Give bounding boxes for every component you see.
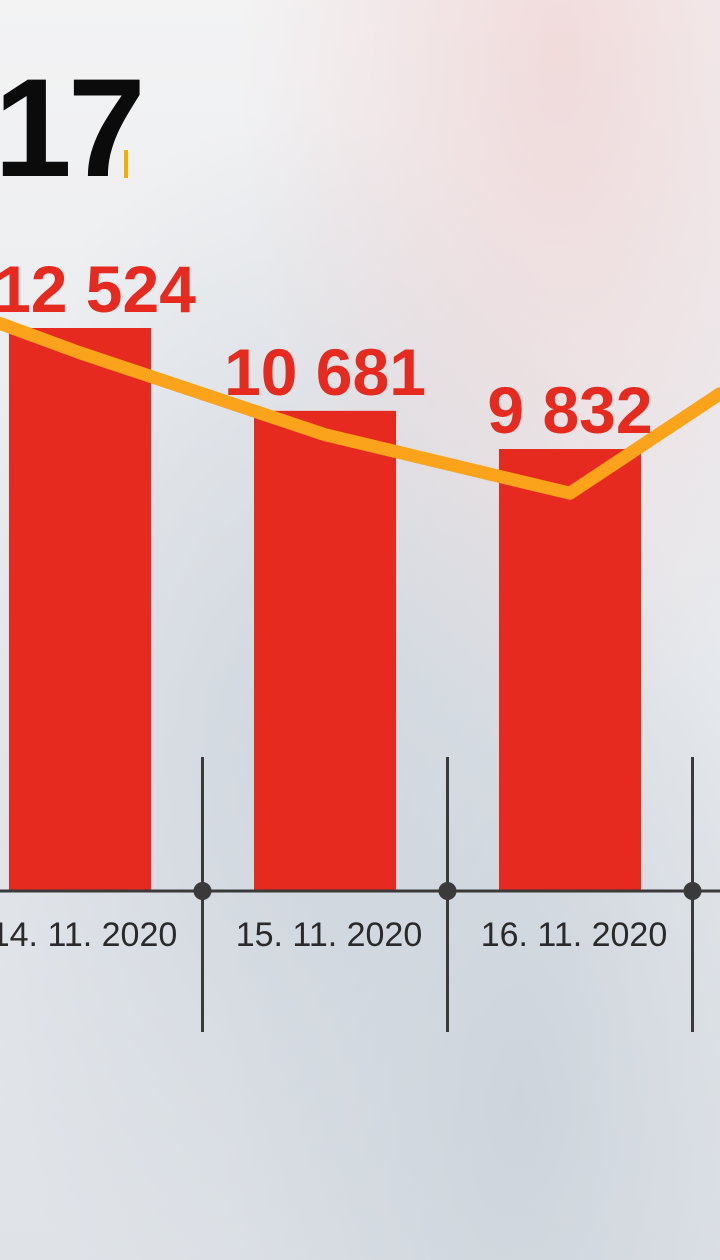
headline-accent xyxy=(124,150,128,178)
bar-value-label: 10 681 xyxy=(224,335,426,409)
bar xyxy=(254,410,396,891)
separator-dot xyxy=(438,882,457,900)
bar-value-label: 12 524 xyxy=(0,252,196,326)
x-tick-label: 15. 11. 2020 xyxy=(236,916,423,954)
headline-number: 17 xyxy=(0,49,146,206)
trend-line xyxy=(0,317,720,500)
bar-value-label: 9 832 xyxy=(487,373,652,447)
separator-dot xyxy=(193,882,212,900)
bar xyxy=(9,328,151,891)
x-tick-label: 14. 11. 2020 xyxy=(0,916,177,954)
bar xyxy=(499,449,641,891)
x-tick-label: 16. 11. 2020 xyxy=(481,916,668,954)
separator-dot xyxy=(683,882,702,900)
